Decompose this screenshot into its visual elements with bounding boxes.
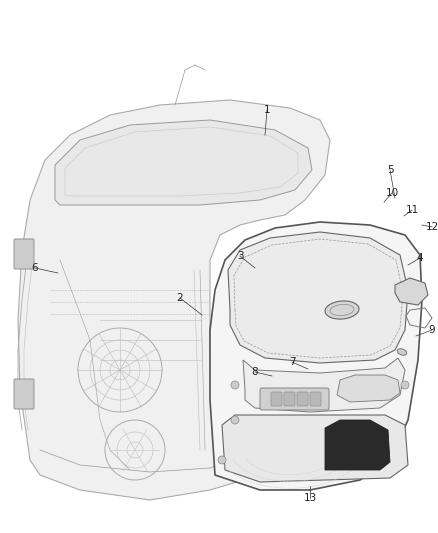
FancyBboxPatch shape [297, 392, 308, 406]
Circle shape [231, 381, 239, 389]
Text: 10: 10 [385, 188, 399, 198]
FancyBboxPatch shape [14, 239, 34, 269]
Text: 4: 4 [417, 253, 423, 263]
Text: 6: 6 [32, 263, 38, 273]
Circle shape [401, 381, 409, 389]
Polygon shape [222, 415, 408, 482]
Text: 11: 11 [406, 205, 419, 215]
Polygon shape [243, 358, 405, 412]
Polygon shape [337, 375, 400, 402]
Polygon shape [210, 222, 422, 490]
Text: 2: 2 [177, 293, 184, 303]
Text: 3: 3 [237, 251, 244, 261]
Text: 9: 9 [429, 325, 435, 335]
Text: 12: 12 [425, 222, 438, 232]
Polygon shape [395, 278, 428, 305]
Ellipse shape [397, 349, 407, 356]
Polygon shape [228, 232, 408, 363]
Circle shape [218, 456, 226, 464]
Text: 13: 13 [304, 493, 317, 503]
Polygon shape [325, 420, 390, 470]
Circle shape [231, 416, 239, 424]
Polygon shape [18, 100, 330, 500]
Text: 5: 5 [387, 165, 393, 175]
Polygon shape [55, 120, 312, 205]
FancyBboxPatch shape [260, 388, 329, 410]
FancyBboxPatch shape [284, 392, 295, 406]
FancyBboxPatch shape [310, 392, 321, 406]
Ellipse shape [325, 301, 359, 319]
Text: 1: 1 [264, 105, 270, 115]
Text: 8: 8 [252, 367, 258, 377]
FancyBboxPatch shape [271, 392, 282, 406]
Text: 7: 7 [289, 357, 295, 367]
FancyBboxPatch shape [14, 379, 34, 409]
